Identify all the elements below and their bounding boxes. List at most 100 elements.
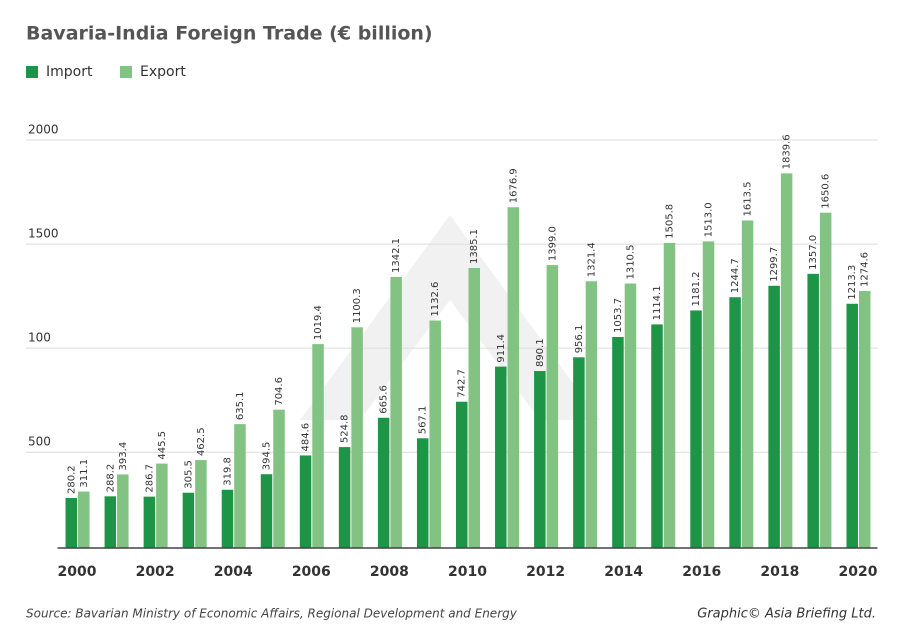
value-label: 911.4 <box>496 334 507 363</box>
legend-label: Export <box>140 64 186 80</box>
value-label: 742.7 <box>457 369 468 398</box>
value-label: 956.1 <box>574 325 585 354</box>
x-tick-label: 2006 <box>292 564 331 580</box>
value-label: 1132.6 <box>430 282 441 317</box>
bar <box>612 336 624 548</box>
bar <box>351 327 363 548</box>
value-label: 484.6 <box>301 423 312 452</box>
value-label: 1019.4 <box>313 305 324 340</box>
value-label: 288.2 <box>105 464 116 493</box>
value-label: 1650.6 <box>821 174 832 209</box>
value-label: 1181.2 <box>691 271 702 306</box>
bar <box>117 474 129 548</box>
legend-swatch <box>120 66 132 78</box>
value-label: 1357.0 <box>808 235 819 270</box>
bar <box>651 324 663 548</box>
value-label: 1613.5 <box>743 181 754 216</box>
y-tick-label: 1500 <box>28 227 59 241</box>
value-label: 1244.7 <box>730 258 741 293</box>
value-label: 1213.3 <box>847 265 858 300</box>
bar <box>819 212 832 548</box>
value-label: 445.5 <box>157 431 168 460</box>
value-label: 1274.6 <box>860 252 871 287</box>
bar <box>104 496 117 548</box>
y-tick-label: 2000 <box>28 123 59 137</box>
plot: 500 100 1500 2000 Import Export 2000 280.2 311.1… <box>26 64 878 580</box>
value-label: 1385.1 <box>469 229 480 264</box>
bar <box>702 241 715 549</box>
y-tick-label: 500 <box>28 435 51 449</box>
watermark <box>300 215 600 420</box>
bar <box>416 438 429 548</box>
bar <box>663 242 676 549</box>
y-tick-label: 100 <box>28 331 51 345</box>
bar <box>507 207 520 548</box>
x-tick-label: 2010 <box>448 564 487 580</box>
bar <box>780 173 793 548</box>
value-label: 567.1 <box>418 406 429 435</box>
x-tick-label: 2016 <box>682 564 721 580</box>
value-label: 635.1 <box>235 391 246 420</box>
bar <box>65 497 78 548</box>
bar <box>585 281 598 548</box>
bar <box>495 366 507 548</box>
bar <box>182 492 195 548</box>
x-tick-label: 2012 <box>526 564 565 580</box>
value-label: 393.4 <box>118 442 129 471</box>
value-label: 704.6 <box>274 377 285 406</box>
bar <box>260 474 273 548</box>
bar <box>312 344 324 548</box>
bar <box>534 371 546 548</box>
value-label: 394.5 <box>262 442 273 471</box>
value-label: 1310.5 <box>625 245 636 280</box>
value-label: 280.2 <box>66 465 77 494</box>
bar <box>807 273 819 548</box>
x-tick-label: 2018 <box>760 564 799 580</box>
value-label: 1299.7 <box>769 247 780 282</box>
value-label: 462.5 <box>196 427 207 456</box>
value-label: 1513.0 <box>704 202 715 237</box>
bar <box>690 310 702 548</box>
bar <box>221 489 234 548</box>
bar <box>768 285 780 548</box>
bar <box>456 401 468 548</box>
value-label: 319.8 <box>222 457 233 486</box>
value-label: 890.1 <box>535 338 546 367</box>
chart-title: Bavaria-India Foreign Trade (€ billion) <box>26 23 433 45</box>
x-tick-label: 2008 <box>370 564 409 580</box>
source: Source: Bavarian Ministry of Economic Af… <box>26 607 518 621</box>
legend-swatch <box>26 66 38 78</box>
value-label: 1114.1 <box>652 285 663 320</box>
value-label: 665.6 <box>379 385 390 414</box>
value-label: 1399.0 <box>547 226 558 261</box>
value-label: 1839.6 <box>782 134 793 169</box>
x-tick-label: 2014 <box>604 564 643 580</box>
value-label: 305.5 <box>183 460 194 489</box>
credit: Graphic© Asia Briefing Ltd. <box>697 607 876 622</box>
x-tick-label: 2002 <box>136 564 175 580</box>
x-tick-label: 2020 <box>838 564 877 580</box>
bar <box>338 447 351 548</box>
bar <box>741 220 754 548</box>
legend-label: Import <box>46 64 93 80</box>
bar <box>546 265 559 548</box>
bar <box>429 320 441 548</box>
bar <box>858 291 871 548</box>
bar <box>573 357 585 548</box>
bar <box>729 297 741 548</box>
bar <box>377 417 390 548</box>
bar <box>846 303 858 548</box>
bar <box>468 267 480 548</box>
bar <box>195 460 207 548</box>
bar <box>234 424 246 548</box>
value-label: 1053.7 <box>613 298 624 333</box>
bar <box>273 409 285 548</box>
value-label: 524.8 <box>340 414 351 443</box>
bar <box>624 283 637 548</box>
bar <box>78 491 90 548</box>
value-label: 1321.4 <box>586 242 597 277</box>
x-tick-label: 2000 <box>58 564 97 580</box>
bar <box>156 463 168 548</box>
value-label: 286.7 <box>144 464 155 493</box>
